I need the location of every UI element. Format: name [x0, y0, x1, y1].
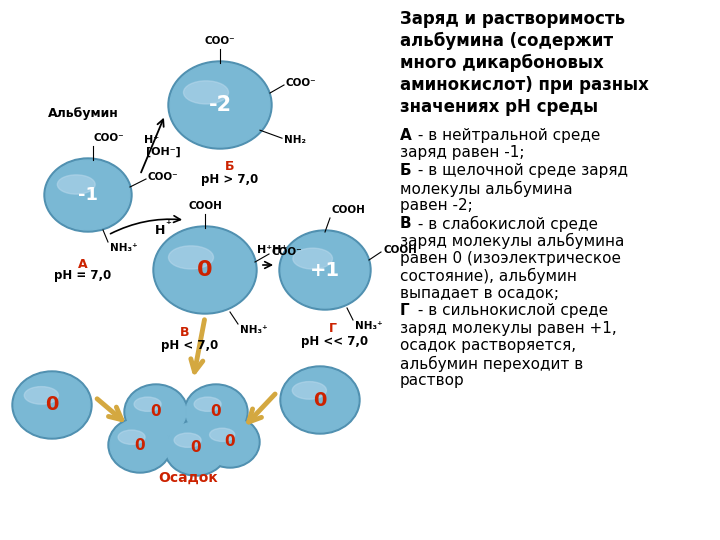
Text: В: В [400, 215, 412, 231]
Ellipse shape [14, 373, 90, 437]
Text: А: А [78, 258, 88, 271]
Text: А: А [400, 128, 412, 143]
Text: -1: -1 [78, 186, 98, 204]
Text: 0: 0 [45, 395, 59, 415]
Text: COO⁻: COO⁻ [286, 78, 317, 88]
Ellipse shape [293, 248, 333, 269]
Ellipse shape [124, 384, 188, 440]
Text: Б: Б [400, 163, 412, 178]
Text: H⁺H⁺: H⁺H⁺ [257, 245, 287, 255]
Text: 0: 0 [150, 404, 161, 420]
Text: COOH: COOH [188, 201, 222, 211]
Text: NH₂: NH₂ [284, 135, 306, 145]
Text: H⁺: H⁺ [145, 135, 160, 145]
Ellipse shape [292, 382, 326, 399]
Text: COO⁻: COO⁻ [271, 247, 302, 257]
Text: pH < 7,0: pH < 7,0 [161, 339, 219, 352]
Text: pH << 7,0: pH << 7,0 [302, 334, 369, 348]
Text: заряд молекулы равен +1,: заряд молекулы равен +1, [400, 321, 617, 335]
Ellipse shape [210, 428, 235, 441]
Text: - в щелочной среде заряд: - в щелочной среде заряд [413, 163, 628, 178]
Text: pH > 7,0: pH > 7,0 [202, 173, 258, 186]
Text: Альбумин: Альбумин [48, 107, 118, 120]
Text: значениях pH среды: значениях pH среды [400, 98, 598, 116]
Text: равен -2;: равен -2; [400, 198, 473, 213]
Text: Г: Г [329, 321, 337, 334]
Text: - в нейтральной среде: - в нейтральной среде [413, 128, 600, 143]
Ellipse shape [153, 226, 257, 314]
Ellipse shape [58, 175, 95, 194]
Text: Осадок: Осадок [158, 471, 218, 485]
Ellipse shape [184, 81, 228, 104]
Text: COO⁻: COO⁻ [94, 133, 125, 143]
Ellipse shape [279, 230, 371, 310]
Ellipse shape [134, 397, 161, 411]
Text: Г: Г [400, 303, 410, 318]
Text: -2: -2 [208, 95, 232, 115]
Ellipse shape [200, 416, 260, 468]
Text: заряд молекулы альбумина: заряд молекулы альбумина [400, 233, 624, 249]
Text: NH₃⁺: NH₃⁺ [110, 243, 138, 253]
Text: pH = 7,0: pH = 7,0 [55, 269, 112, 282]
Text: много дикарбоновых: много дикарбоновых [400, 54, 604, 72]
Ellipse shape [24, 387, 58, 404]
Text: раствор: раствор [400, 373, 464, 388]
Text: ⁺: ⁺ [165, 220, 171, 230]
Text: 0: 0 [135, 437, 145, 453]
Text: Б: Б [225, 160, 235, 173]
Text: аминокислот) при разных: аминокислот) при разных [400, 76, 649, 94]
Ellipse shape [164, 420, 228, 476]
Ellipse shape [280, 366, 360, 434]
Ellipse shape [44, 158, 132, 232]
Text: COO⁻: COO⁻ [148, 172, 179, 182]
Ellipse shape [166, 422, 226, 474]
Ellipse shape [168, 246, 214, 269]
Text: [OH⁻]: [OH⁻] [145, 147, 181, 157]
Text: выпадает в осадок;: выпадает в осадок; [400, 286, 559, 300]
Text: COO⁻: COO⁻ [204, 36, 235, 46]
Text: 0: 0 [211, 404, 221, 420]
Ellipse shape [281, 232, 369, 308]
Text: - в сильнокислой среде: - в сильнокислой среде [413, 303, 608, 318]
Ellipse shape [170, 63, 270, 147]
Ellipse shape [168, 61, 272, 149]
Text: +1: +1 [310, 260, 340, 280]
Ellipse shape [186, 386, 246, 438]
Text: NH₃⁺: NH₃⁺ [355, 321, 382, 331]
Ellipse shape [118, 430, 145, 444]
Text: Заряд и растворимость: Заряд и растворимость [400, 10, 625, 28]
Text: 0: 0 [313, 390, 327, 409]
Ellipse shape [108, 417, 172, 473]
Ellipse shape [194, 397, 221, 411]
Text: COOH: COOH [331, 205, 365, 215]
Ellipse shape [184, 384, 248, 440]
Text: NH₃⁺: NH₃⁺ [240, 325, 268, 335]
Ellipse shape [126, 386, 186, 438]
Text: 0: 0 [197, 260, 213, 280]
Text: 0: 0 [191, 441, 202, 456]
Ellipse shape [155, 228, 255, 312]
Ellipse shape [110, 419, 170, 471]
Ellipse shape [174, 433, 201, 447]
Ellipse shape [12, 371, 92, 439]
Ellipse shape [202, 418, 258, 466]
Ellipse shape [282, 368, 358, 432]
Text: осадок растворяется,: осадок растворяется, [400, 338, 576, 353]
Text: молекулы альбумина: молекулы альбумина [400, 180, 572, 197]
Text: равен 0 (изоэлектрическое: равен 0 (изоэлектрическое [400, 251, 621, 266]
Text: состояние), альбумин: состояние), альбумин [400, 268, 577, 284]
Text: 0: 0 [225, 435, 235, 449]
Text: H: H [155, 224, 166, 237]
Text: альбумин переходит в: альбумин переходит в [400, 355, 583, 372]
Text: В: В [180, 326, 190, 339]
Text: заряд равен -1;: заряд равен -1; [400, 145, 524, 160]
Ellipse shape [46, 160, 130, 230]
Text: альбумина (содержит: альбумина (содержит [400, 32, 613, 50]
Text: COOH: COOH [383, 245, 417, 255]
Text: - в слабокислой среде: - в слабокислой среде [413, 215, 598, 232]
